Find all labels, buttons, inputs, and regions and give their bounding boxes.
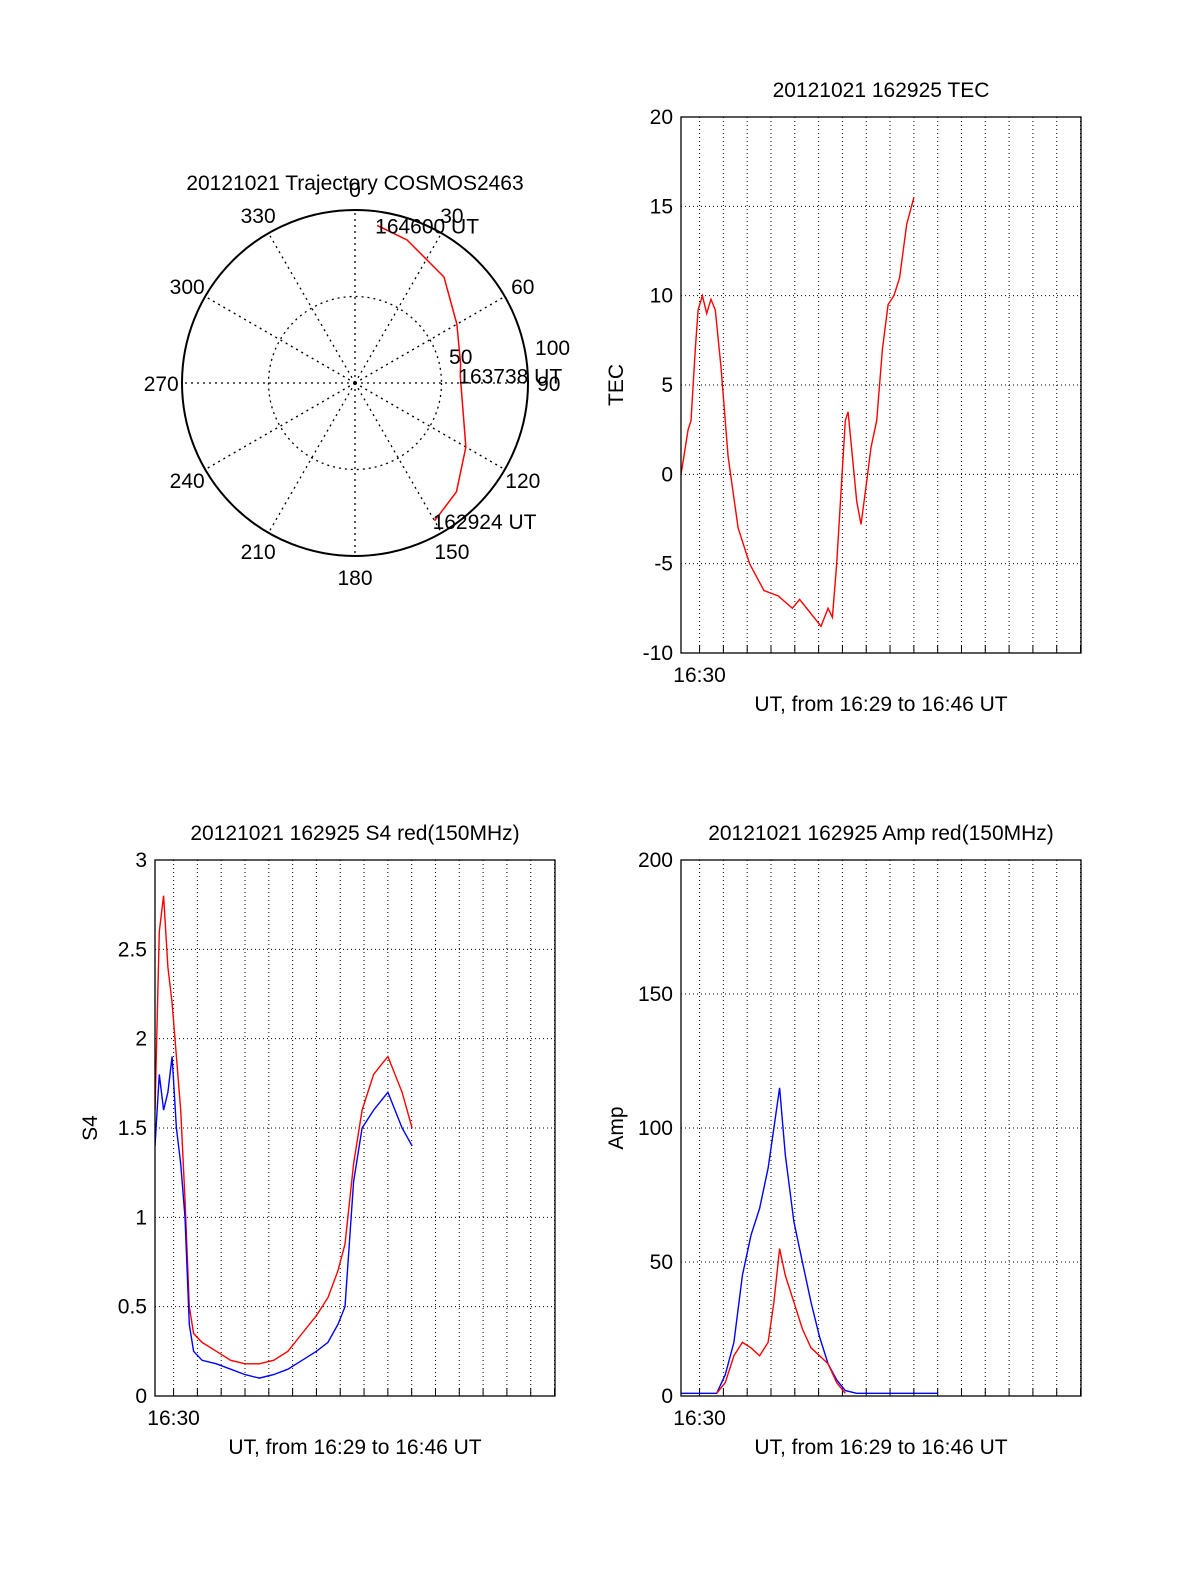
polar-azimuth-label: 0: [349, 179, 361, 202]
x-axis-label: UT, from 16:29 to 16:46 UT: [754, 1436, 1007, 1459]
polar-azimuth-label: 300: [170, 276, 205, 299]
polar-outer-ring: [181, 209, 529, 557]
y-tick-label: 100: [638, 1117, 673, 1140]
series-line-0: [155, 895, 413, 1365]
plot-frame: [680, 859, 1082, 1397]
y-tick-label: 10: [650, 285, 673, 308]
x-axis-label: UT, from 16:29 to 16:46 UT: [754, 693, 1007, 716]
y-tick-label: -5: [654, 553, 673, 576]
polar-radial-label: 100: [535, 337, 570, 360]
y-tick-label: 50: [650, 1251, 673, 1274]
plot-frame: [680, 116, 1082, 654]
polar-azimuth-label: 240: [170, 470, 205, 493]
y-tick-label: 0: [661, 1385, 673, 1408]
polar-ring-50: [267, 295, 443, 471]
polar-spoke: [204, 382, 356, 471]
polar-azimuth-label: 330: [241, 205, 276, 228]
series-line-1: [716, 1248, 846, 1394]
polar-azimuth-label: 120: [505, 470, 540, 493]
chart-title: 20121021 162925 S4 red(150MHz): [190, 822, 519, 845]
series-line-0: [681, 197, 915, 628]
polar-spoke: [354, 382, 506, 471]
y-tick-label: 150: [638, 983, 673, 1006]
chart-title: 20121021 162925 Amp red(150MHz): [708, 822, 1054, 845]
y-tick-label: 1.5: [118, 1117, 147, 1140]
y-axis-label: Amp: [605, 1106, 628, 1149]
polar-spoke: [354, 232, 443, 384]
polar-azimuth-label: 210: [241, 541, 276, 564]
y-tick-label: 0: [661, 463, 673, 486]
plot-frame: [154, 859, 556, 1397]
polar-azimuth-label: 270: [144, 373, 179, 396]
y-tick-label: 15: [650, 195, 673, 218]
y-tick-label: 200: [638, 849, 673, 872]
y-tick-label: 5: [661, 374, 673, 397]
polar-trajectory: [376, 224, 467, 522]
x-axis-label: UT, from 16:29 to 16:46 UT: [228, 1436, 481, 1459]
y-tick-label: 1: [135, 1206, 147, 1229]
y-tick-label: -10: [643, 642, 673, 665]
polar-azimuth-label: 90: [537, 373, 560, 396]
polar-spoke: [354, 382, 443, 534]
polar-time-annotation: 164600 UT: [375, 215, 479, 238]
y-tick-label: 0.5: [118, 1296, 147, 1319]
series-line-1: [155, 1056, 413, 1379]
polar-azimuth-label: 60: [511, 276, 534, 299]
y-tick-label: 2.5: [118, 938, 147, 961]
y-tick-label: 20: [650, 106, 673, 129]
polar-azimuth-label: 30: [440, 205, 463, 228]
y-tick-label: 3: [135, 849, 147, 872]
y-tick-label: 2: [135, 1028, 147, 1051]
y-axis-label: TEC: [605, 364, 628, 406]
x-tick-label: 16:30: [673, 664, 726, 687]
polar-title: 20121021 Trajectory COSMOS2463: [186, 172, 523, 195]
polar-azimuth-label: 180: [337, 567, 372, 590]
polar-spoke: [267, 232, 356, 384]
polar-azimuth-label: 150: [434, 541, 469, 564]
polar-time-annotation: 162924 UT: [433, 511, 537, 534]
polar-spoke: [354, 295, 506, 384]
x-tick-label: 16:30: [673, 1407, 726, 1430]
polar-time-annotation: 163738 UT: [458, 366, 562, 389]
y-tick-label: 0: [135, 1385, 147, 1408]
series-line-0: [681, 1087, 939, 1395]
x-tick-label: 16:30: [147, 1407, 200, 1430]
chart-title: 20121021 162925 TEC: [773, 79, 990, 102]
y-axis-label: S4: [79, 1115, 102, 1141]
polar-spoke: [267, 382, 356, 534]
polar-spoke: [204, 295, 356, 384]
